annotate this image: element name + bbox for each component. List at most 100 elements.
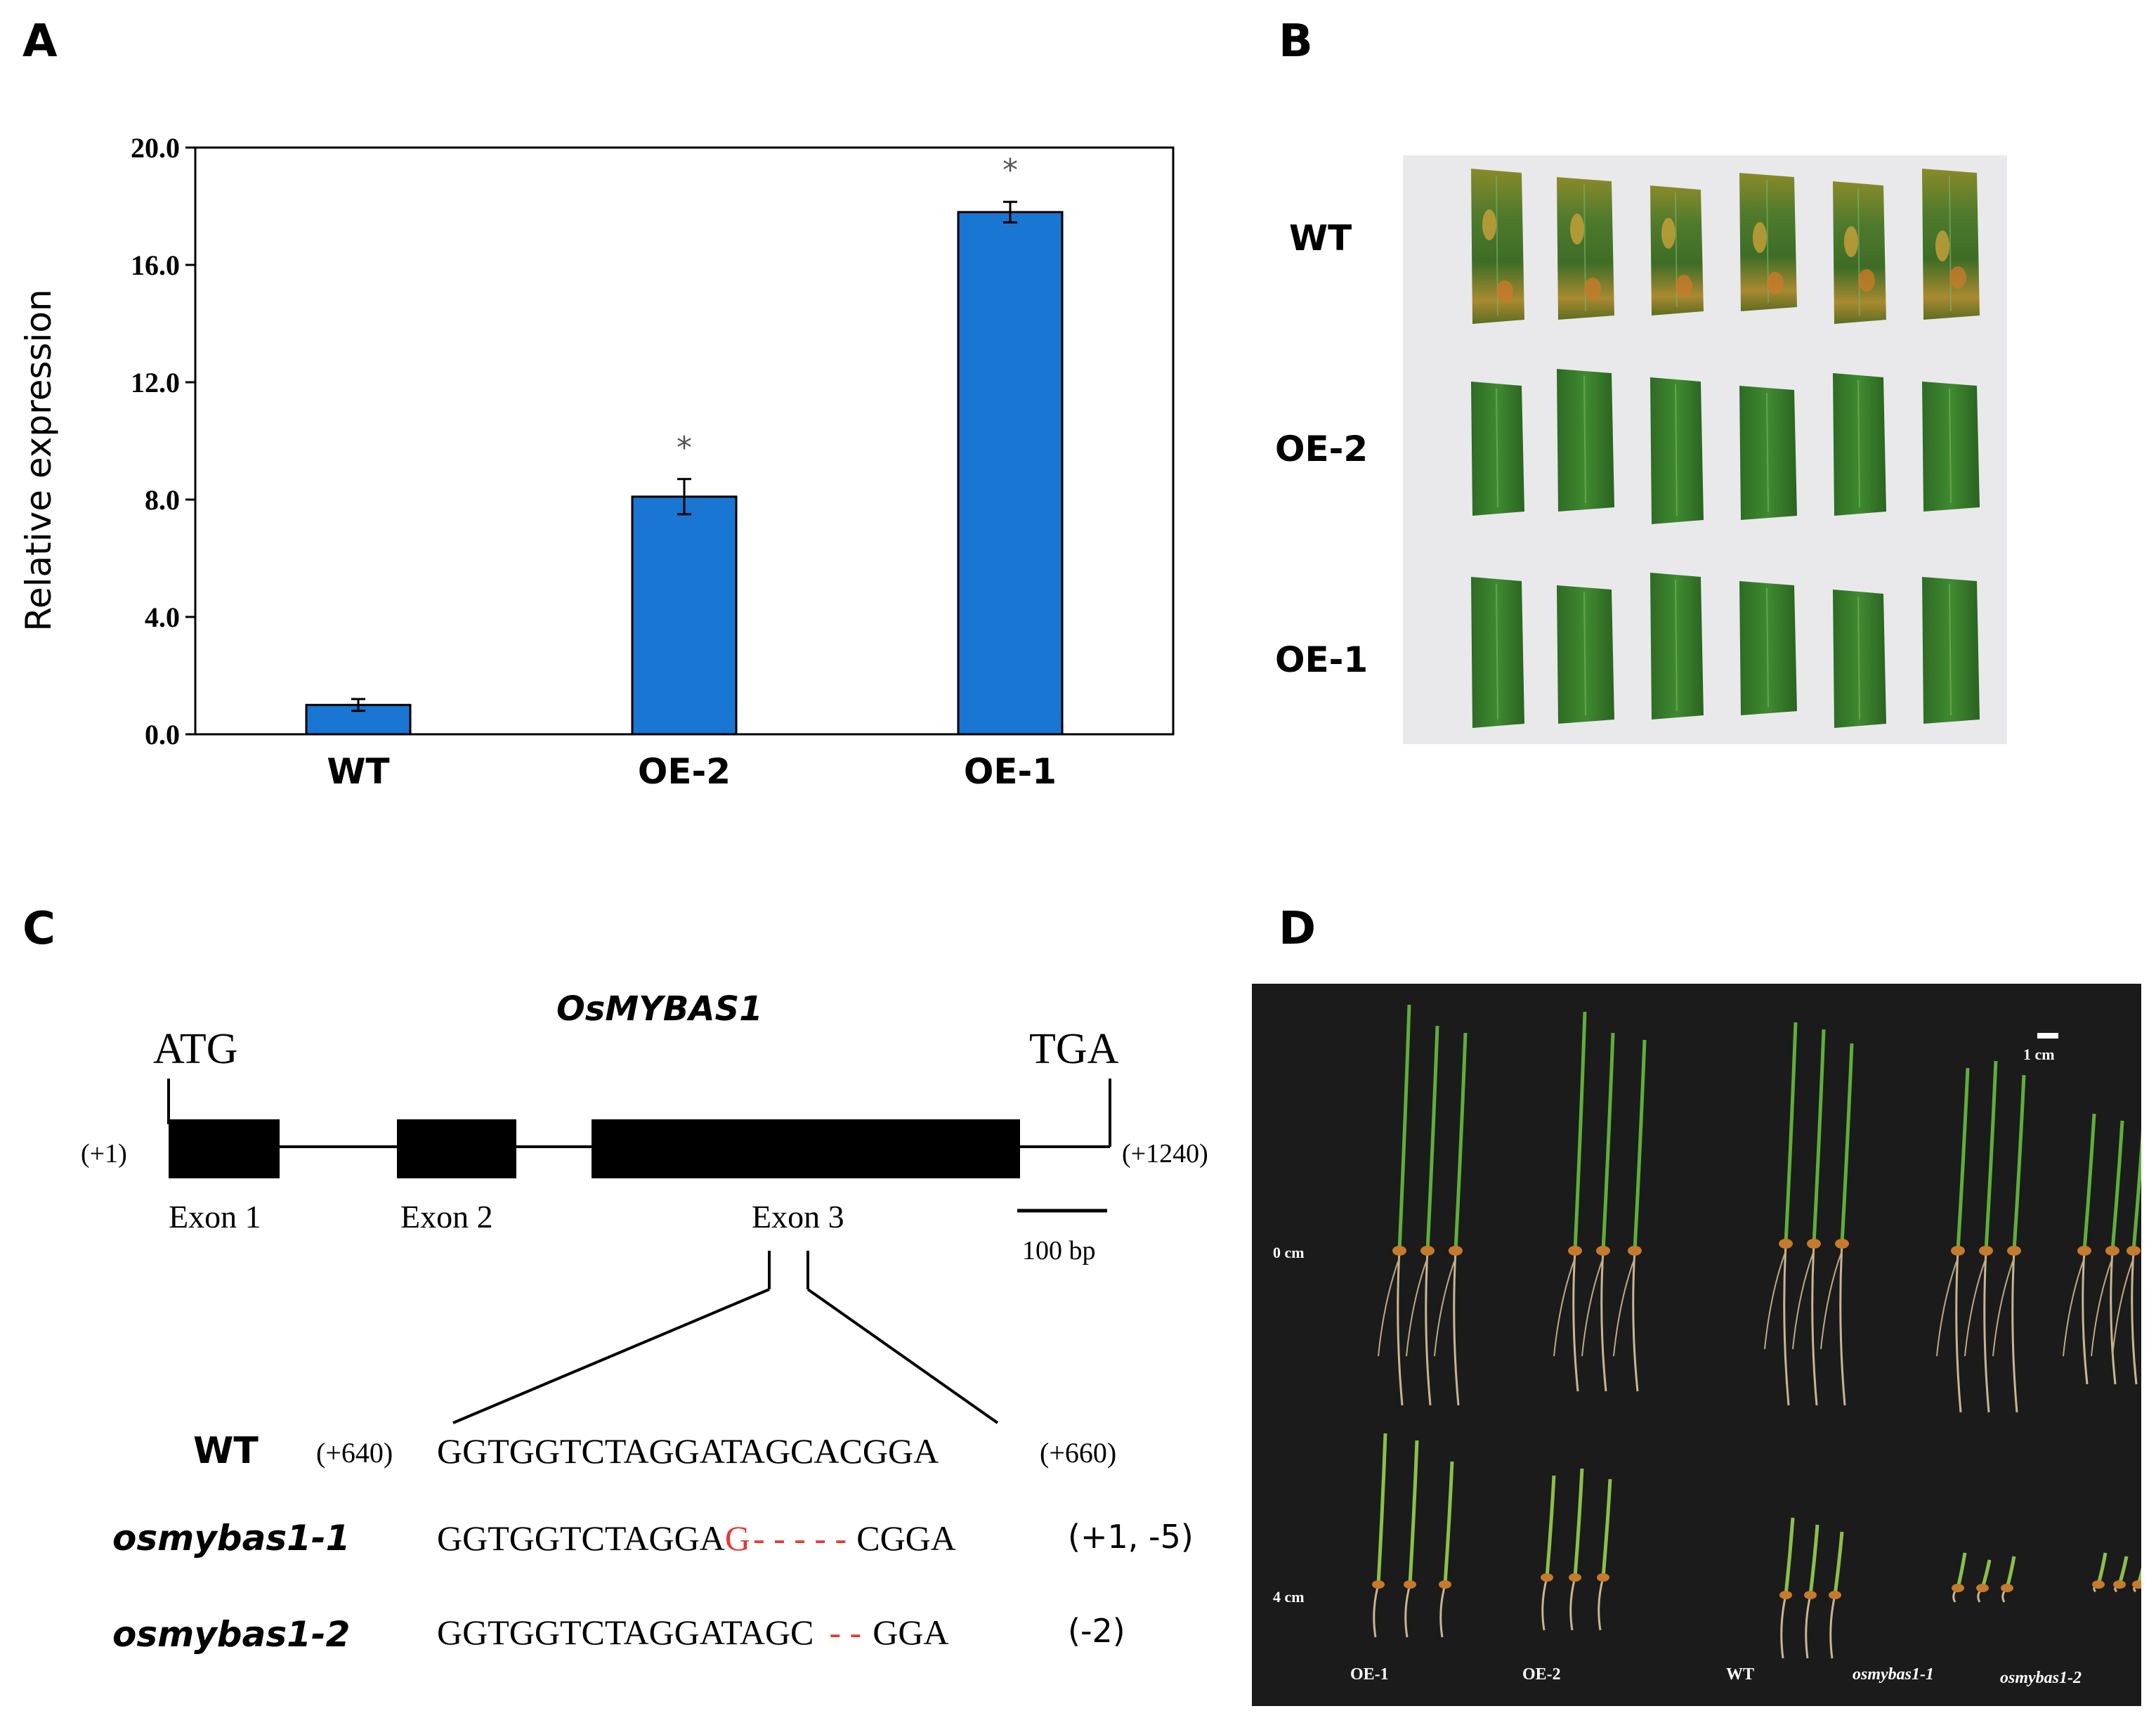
seq-wt: GGTGGTCTAGGATAGCACGGA bbox=[437, 1431, 939, 1471]
seedling-root bbox=[1780, 1594, 1787, 1659]
leaf-lesion bbox=[1675, 275, 1692, 297]
seq-name-mut2: osmybas1-2 bbox=[112, 1614, 351, 1655]
seed bbox=[1420, 1246, 1435, 1256]
seq-mut2-mutation: (-2) bbox=[1068, 1612, 1125, 1650]
y-axis-label: Relative expression bbox=[18, 289, 59, 631]
seed bbox=[1835, 1239, 1849, 1249]
leaf-vein bbox=[1675, 579, 1678, 712]
leaf-lesion bbox=[1570, 214, 1584, 245]
seedling-shoot bbox=[1833, 1531, 1844, 1596]
leaf-lesion bbox=[1844, 226, 1858, 257]
seedling-shoot bbox=[1984, 1060, 1998, 1251]
seed bbox=[1779, 1239, 1793, 1249]
seedling-root bbox=[1569, 1577, 1576, 1631]
seedling-shoot bbox=[2096, 1552, 2108, 1585]
seed bbox=[2092, 1580, 2105, 1589]
seedling-root bbox=[2063, 1257, 2085, 1357]
y-tick-label: 20.0 bbox=[131, 132, 180, 164]
row-label-4cm: 4 cm bbox=[1273, 1588, 1305, 1606]
seedling-root bbox=[2011, 1250, 2018, 1413]
seq-mut1-insertion: G bbox=[724, 1518, 750, 1558]
seq-name-mut1: osmybas1-1 bbox=[112, 1518, 351, 1558]
seed bbox=[1449, 1246, 1463, 1256]
leaf-vein bbox=[1857, 188, 1860, 316]
start-codon: ATG bbox=[153, 1025, 238, 1073]
panel-label-c: C bbox=[22, 903, 55, 955]
seedling-shoot bbox=[2012, 1074, 2026, 1251]
seq-wt-right-pos: (+660) bbox=[1040, 1437, 1117, 1469]
seed bbox=[1392, 1246, 1406, 1256]
scale-label: 100 bp bbox=[1022, 1236, 1096, 1265]
col-label-mut2: osmybas1-2 bbox=[2000, 1669, 2082, 1687]
seq-mut2: GGTGGTCTAGGATAGC - - GGA bbox=[437, 1612, 949, 1653]
leaf-lesion bbox=[1753, 222, 1767, 253]
exon-3-box bbox=[592, 1119, 1020, 1178]
seedling-shoot bbox=[1980, 1559, 1992, 1589]
seed bbox=[1372, 1580, 1385, 1589]
seedling-shoot bbox=[1376, 1433, 1387, 1585]
row-label-oe1: OE-1 bbox=[1275, 639, 1368, 680]
exon-1-label: Exon 1 bbox=[169, 1199, 261, 1235]
seedling-root bbox=[1425, 1250, 1432, 1406]
leaf-vein bbox=[1857, 596, 1860, 720]
panel-label-d: D bbox=[1279, 903, 1317, 955]
leaf-vein bbox=[1583, 375, 1586, 504]
seed bbox=[1807, 1239, 1821, 1249]
seq-name-wt: WT bbox=[193, 1430, 259, 1472]
seedling-root bbox=[1378, 1257, 1400, 1357]
seedling-shoot bbox=[1956, 1067, 1970, 1251]
seedling-root bbox=[1439, 1584, 1446, 1638]
leaf-vein bbox=[1675, 384, 1678, 516]
leaf-vein bbox=[1496, 388, 1498, 508]
seedling-root bbox=[1983, 1250, 1990, 1413]
seed bbox=[1439, 1580, 1451, 1589]
row-label-wt: WT bbox=[1289, 218, 1352, 259]
seed bbox=[1597, 1573, 1609, 1582]
bar bbox=[631, 495, 738, 736]
seedling-root bbox=[1581, 1257, 1604, 1357]
seedling-shoot bbox=[1397, 1004, 1411, 1251]
seedling-root bbox=[1434, 1257, 1456, 1357]
leaf-lesion bbox=[1496, 280, 1513, 303]
gene-name: OsMYBAS1 bbox=[556, 989, 763, 1029]
seedling-root bbox=[1964, 1257, 1987, 1357]
seedling-root bbox=[1955, 1250, 1962, 1413]
seedling-shoot bbox=[1408, 1440, 1419, 1585]
x-tick-label: OE-2 bbox=[638, 751, 731, 792]
seedling-root bbox=[1805, 1594, 1812, 1659]
x-tick-label: WT bbox=[327, 751, 389, 792]
seed bbox=[1569, 1573, 1581, 1582]
seedling-shoot bbox=[1545, 1475, 1556, 1578]
seedling-shoot bbox=[2117, 1556, 2129, 1585]
seed bbox=[2077, 1246, 2091, 1256]
seedling-shoot bbox=[1425, 1025, 1439, 1251]
bar-chart: 0.0 4.0 8.0 12.0 16.0 20.0 WT * OE-2 * OE-1 Relati… bbox=[18, 132, 1175, 792]
seedling-root bbox=[1397, 1250, 1404, 1406]
seedling-shoot bbox=[1601, 1032, 1615, 1251]
exon-1-box bbox=[169, 1119, 280, 1178]
exon-3-label: Exon 3 bbox=[752, 1199, 844, 1235]
col-label-oe2: OE-2 bbox=[1522, 1665, 1561, 1684]
col-label-oe1: OE-1 bbox=[1350, 1665, 1389, 1684]
y-tick-label: 4.0 bbox=[145, 601, 180, 633]
seedling-shoot bbox=[1784, 1517, 1795, 1596]
seq-mut1-part-b: CGGA bbox=[856, 1518, 956, 1558]
seedling-shoot bbox=[1812, 1029, 1826, 1244]
leaf-lesion bbox=[1661, 218, 1675, 249]
seedling-root bbox=[1992, 1257, 2015, 1357]
seedling-root bbox=[1613, 1257, 1635, 1357]
y-tick-label: 12.0 bbox=[131, 367, 180, 398]
exon-2-label: Exon 2 bbox=[400, 1199, 493, 1235]
seedling-shoot bbox=[1573, 1011, 1587, 1251]
significance-marker: * bbox=[677, 430, 692, 466]
seed bbox=[1404, 1580, 1416, 1589]
leaf-lesion bbox=[1935, 230, 1949, 261]
seedling-shoot bbox=[1601, 1478, 1612, 1578]
seq-mut1-part-a: GGTGGTCTAGGA bbox=[437, 1518, 725, 1558]
seed bbox=[1628, 1246, 1642, 1256]
stop-codon: TGA bbox=[1029, 1025, 1119, 1073]
seedling-shoot bbox=[2110, 1120, 2124, 1251]
leaf-vein bbox=[1949, 388, 1952, 504]
end-position: (+1240) bbox=[1122, 1139, 1208, 1169]
